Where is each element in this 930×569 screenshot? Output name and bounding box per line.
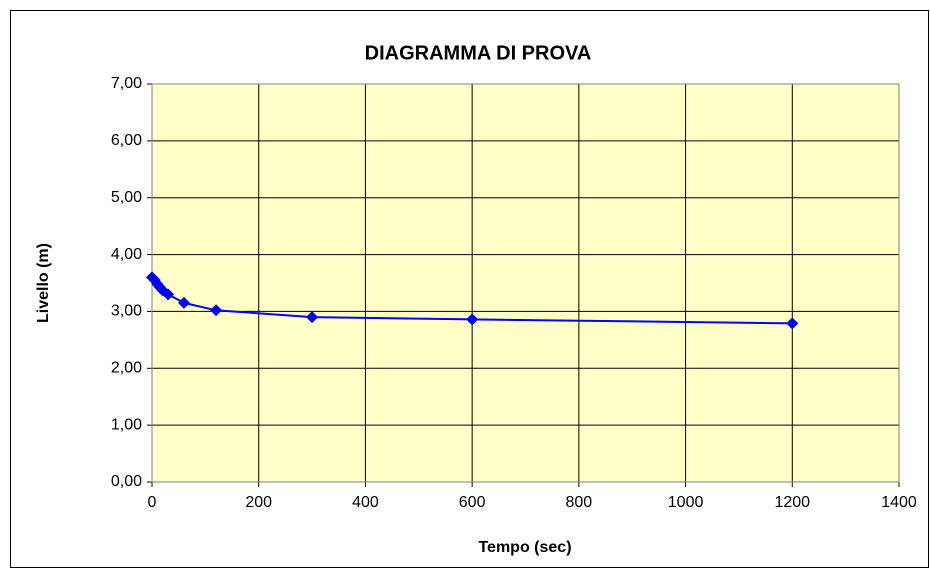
x-tick-label: 400 — [352, 494, 379, 511]
x-tick-label: 600 — [459, 494, 486, 511]
y-tick-label: 7,00 — [111, 75, 142, 92]
x-tick-label: 0 — [148, 494, 157, 511]
point-marker — [178, 296, 191, 309]
y-axis-title: Livello (m) — [35, 243, 52, 323]
y-tick-label: 3,00 — [111, 303, 142, 320]
point-marker — [162, 288, 175, 301]
y-tick-label: 5,00 — [111, 189, 142, 206]
x-tick-label: 1400 — [881, 494, 917, 511]
y-tick-label: 1,00 — [111, 416, 142, 433]
point-marker — [210, 304, 223, 317]
y-tick-label: 0,00 — [111, 473, 142, 490]
x-tick-label: 800 — [566, 494, 593, 511]
chart-title: DIAGRAMMA DI PROVA — [365, 42, 592, 64]
x-tick-label: 200 — [245, 494, 272, 511]
x-axis-title: Tempo (sec) — [478, 539, 571, 556]
point-marker — [306, 311, 319, 324]
plot-area — [152, 84, 899, 482]
y-tick-label: 6,00 — [111, 132, 142, 149]
point-marker — [466, 313, 479, 326]
x-tick-label: 1000 — [668, 494, 704, 511]
x-tick-label: 1200 — [774, 494, 810, 511]
y-tick-label: 4,00 — [111, 246, 142, 263]
y-tick-label: 2,00 — [111, 360, 142, 377]
point-marker — [786, 317, 799, 330]
